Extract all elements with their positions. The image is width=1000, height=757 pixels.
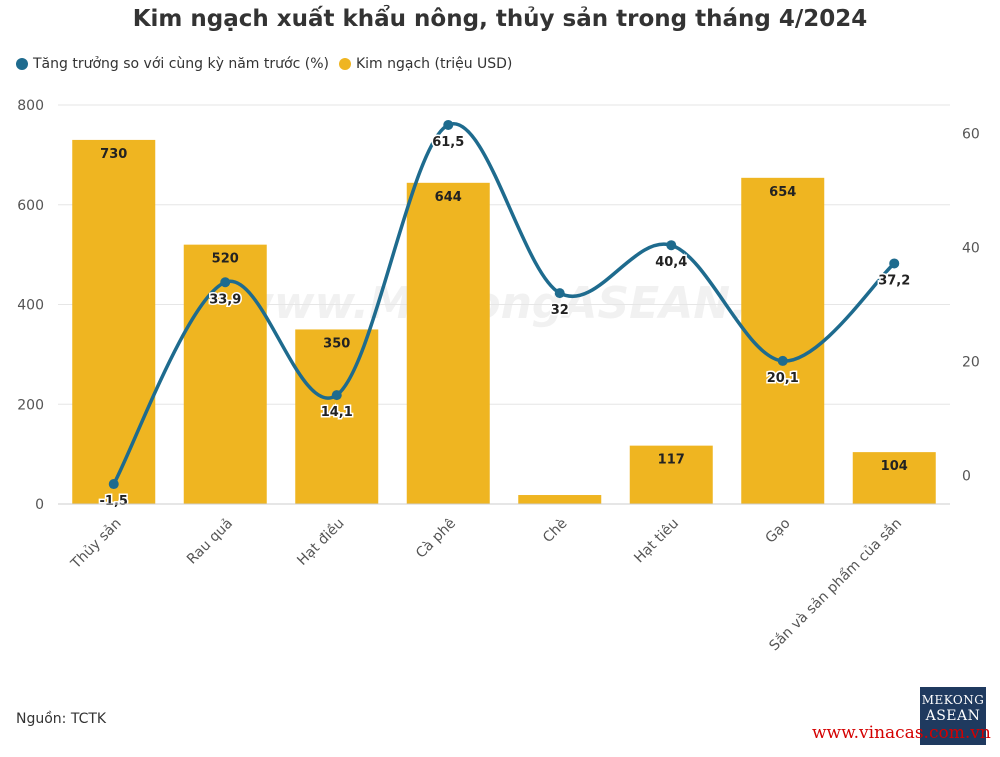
y-right-tick-40: 40 [962,241,980,257]
line-point [777,355,788,366]
y-left-tick-600: 600 [17,198,44,214]
line-label: 14,1 [321,405,353,420]
bar-label: 520 [212,252,239,267]
legend-growth-label: Tăng trưởng so với cùng kỳ năm trước (%) [33,56,329,72]
legend-item-growth[interactable]: Tăng trưởng so với cùng kỳ năm trước (%) [16,56,329,72]
bar-label: 350 [323,336,350,351]
bar-label: 117 [658,453,685,468]
bar [72,139,156,504]
line-point [108,479,119,490]
website-link[interactable]: www.vinacas.com.vn [812,723,991,743]
line-label: 33,9 [209,292,241,307]
y-left-tick-0: 0 [35,497,44,513]
line-label: 37,2 [878,273,910,288]
bar-label: 644 [435,190,462,205]
bar-label: 654 [769,185,796,200]
source-note: Nguồn: TCTK [16,711,107,727]
y-left-tick-800: 800 [17,98,44,114]
line-point [443,119,454,130]
line-label: 61,5 [432,135,464,150]
y-left-tick-400: 400 [17,298,44,314]
line-labels: -1,5 33,9 14,1 61,5 32 40,4 20,1 37,2 [98,133,912,510]
x-tick-label: Rau quả [184,516,236,568]
growth-line [112,122,896,485]
line-point [889,258,900,269]
bar [183,244,267,504]
y-right-tick-60: 60 [962,127,980,143]
chart-title: Kim ngạch xuất khẩu nông, thủy sản trong… [132,6,868,32]
mekong-asean-logo: MEKONG ASEAN [920,687,986,745]
line-point [220,277,231,288]
y-left-tick-200: 200 [17,397,44,413]
line-point [331,390,342,401]
bar-labels: 730 520 350 644 117 654 104 [100,147,908,474]
y-right-tick-20: 20 [962,355,980,371]
x-tick-label: Thủy sản [67,516,124,573]
x-tick-label: Gạo [762,516,793,547]
bar-label: 730 [100,147,127,162]
bar-label: 104 [881,459,908,474]
y-right-tick-0: 0 [962,469,971,485]
bar [406,182,490,504]
legend-item-value[interactable]: Kim ngạch (triệu USD) [338,56,513,72]
x-tick-label: Hạt tiêu [631,516,682,567]
x-tick-label: Chè [540,516,571,547]
legend-growth-swatch [16,58,28,70]
logo-line2: ASEAN [925,708,981,724]
line-point [554,288,565,299]
legend-value-label: Kim ngạch (triệu USD) [355,56,513,72]
watermark: www.MekongASEAN.vn [233,278,807,329]
x-tick-label: Cà phê [413,516,459,562]
x-tick-label: Hạt điều [294,515,348,569]
legend: Tăng trưởng so với cùng kỳ năm trước (%)… [16,56,522,72]
line-label: -1,5 [100,494,128,509]
line-point [666,240,677,251]
logo-line1: MEKONG [921,693,985,707]
line-label: 32 [551,303,569,318]
bar [852,452,936,504]
bar [295,329,379,504]
bar [518,495,602,504]
line-label: 40,4 [655,255,687,270]
x-tick-label: Sắn và sản phẩm của sắn [766,515,905,654]
line-series [108,119,900,490]
combo-chart: www.MekongASEAN.vn 730 520 350 644 117 654 104… [17,98,980,654]
legend-value-swatch [338,58,351,70]
bar [629,445,713,504]
line-label: 20,1 [767,371,799,386]
